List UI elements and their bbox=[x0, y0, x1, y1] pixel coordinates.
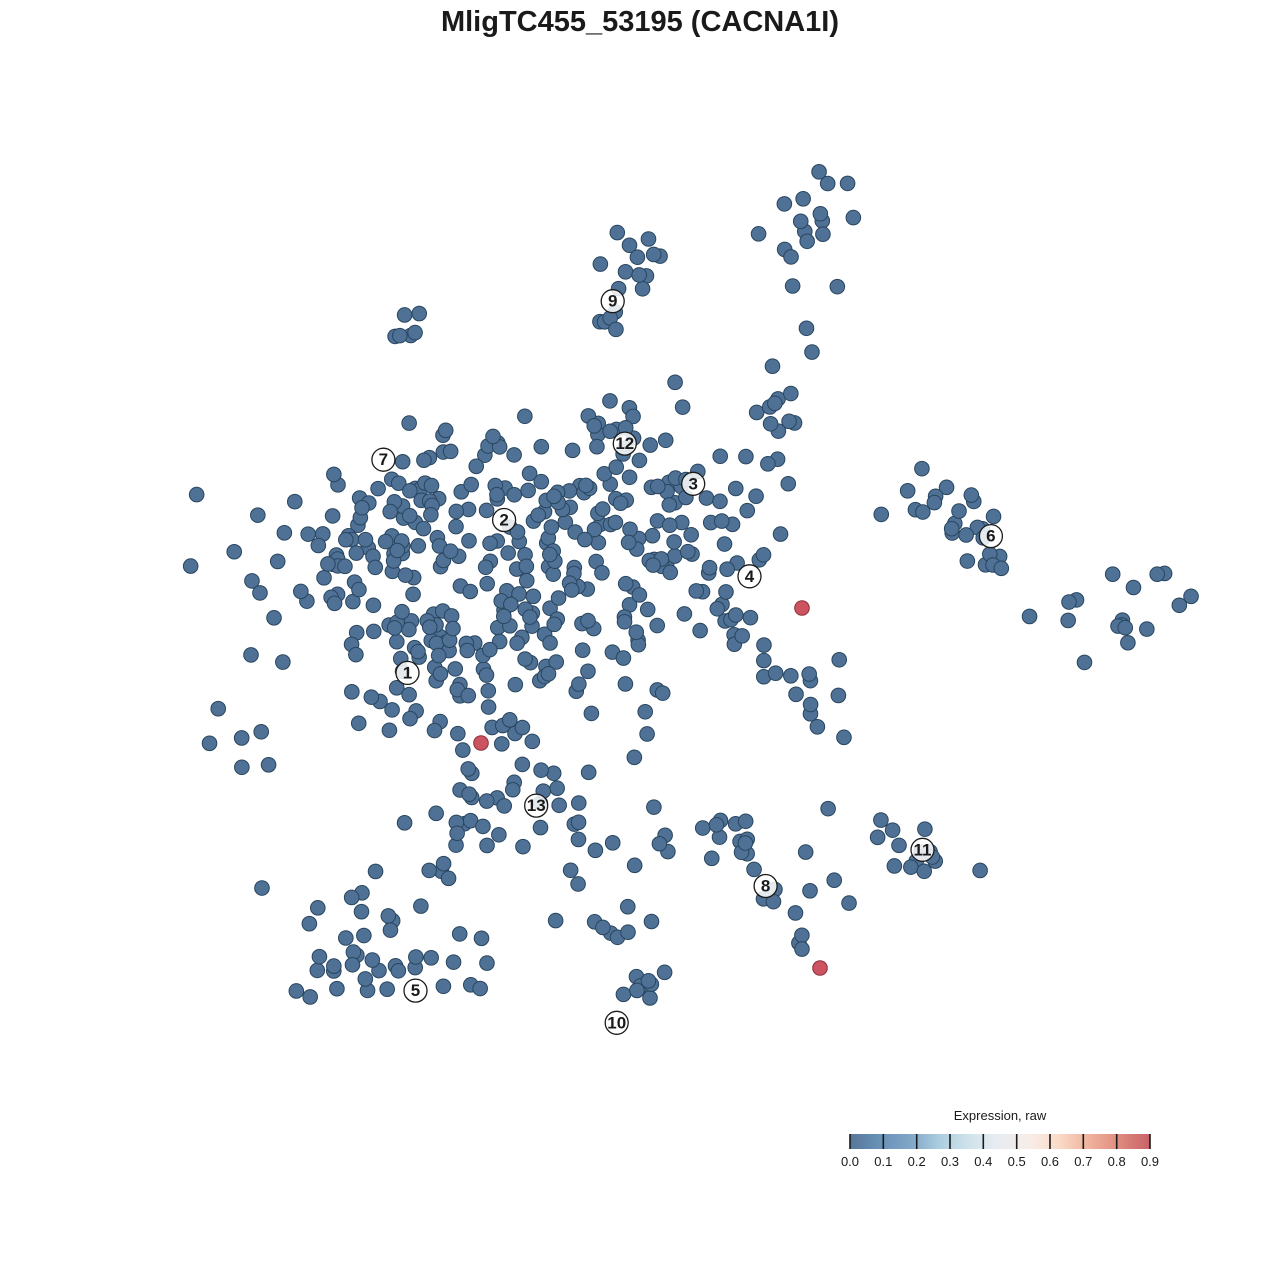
svg-text:0.3: 0.3 bbox=[941, 1154, 959, 1169]
svg-text:10: 10 bbox=[607, 1013, 626, 1032]
svg-text:0.2: 0.2 bbox=[908, 1154, 926, 1169]
svg-text:0.5: 0.5 bbox=[1008, 1154, 1026, 1169]
svg-text:13: 13 bbox=[527, 796, 546, 815]
svg-text:8: 8 bbox=[761, 877, 770, 896]
svg-text:7: 7 bbox=[379, 450, 388, 469]
svg-text:9: 9 bbox=[608, 292, 617, 311]
svg-text:11: 11 bbox=[914, 840, 932, 859]
svg-text:0.6: 0.6 bbox=[1041, 1154, 1059, 1169]
svg-text:5: 5 bbox=[411, 981, 420, 1000]
svg-text:6: 6 bbox=[986, 527, 995, 546]
svg-text:1: 1 bbox=[403, 663, 412, 682]
svg-text:0.0: 0.0 bbox=[841, 1154, 859, 1169]
svg-text:3: 3 bbox=[688, 474, 697, 493]
svg-text:0.7: 0.7 bbox=[1074, 1154, 1092, 1169]
svg-text:0.9: 0.9 bbox=[1141, 1154, 1159, 1169]
svg-text:0.4: 0.4 bbox=[974, 1154, 992, 1169]
svg-text:2: 2 bbox=[499, 511, 508, 530]
svg-text:4: 4 bbox=[745, 567, 755, 586]
svg-text:0.1: 0.1 bbox=[874, 1154, 892, 1169]
svg-text:Expression, raw: Expression, raw bbox=[954, 1108, 1047, 1123]
svg-text:12: 12 bbox=[615, 434, 634, 453]
svg-text:0.8: 0.8 bbox=[1108, 1154, 1126, 1169]
